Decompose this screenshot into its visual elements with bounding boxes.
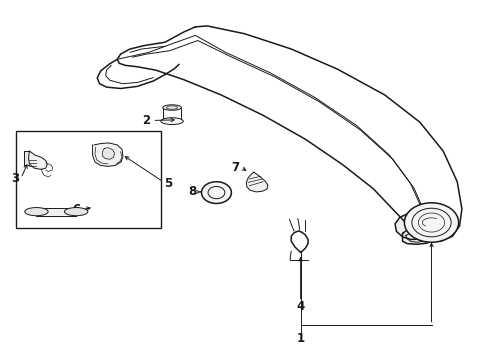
Text: 7: 7 <box>231 161 239 174</box>
Polygon shape <box>28 151 47 170</box>
Text: 2: 2 <box>142 114 150 127</box>
Circle shape <box>404 203 458 242</box>
Polygon shape <box>402 229 430 244</box>
Polygon shape <box>246 172 267 192</box>
Ellipse shape <box>161 118 183 125</box>
Text: 5: 5 <box>164 177 172 190</box>
Ellipse shape <box>163 105 181 110</box>
Bar <box>16 131 161 228</box>
Polygon shape <box>24 151 28 165</box>
Polygon shape <box>37 208 76 216</box>
Text: 4: 4 <box>296 300 304 314</box>
Polygon shape <box>102 148 114 159</box>
Polygon shape <box>394 211 430 239</box>
Ellipse shape <box>64 208 88 216</box>
Polygon shape <box>92 143 122 166</box>
Text: 8: 8 <box>188 185 196 198</box>
Circle shape <box>201 182 231 203</box>
Ellipse shape <box>25 208 48 216</box>
Text: 6: 6 <box>73 203 81 216</box>
Text: 3: 3 <box>11 172 19 185</box>
Text: 1: 1 <box>296 332 304 345</box>
